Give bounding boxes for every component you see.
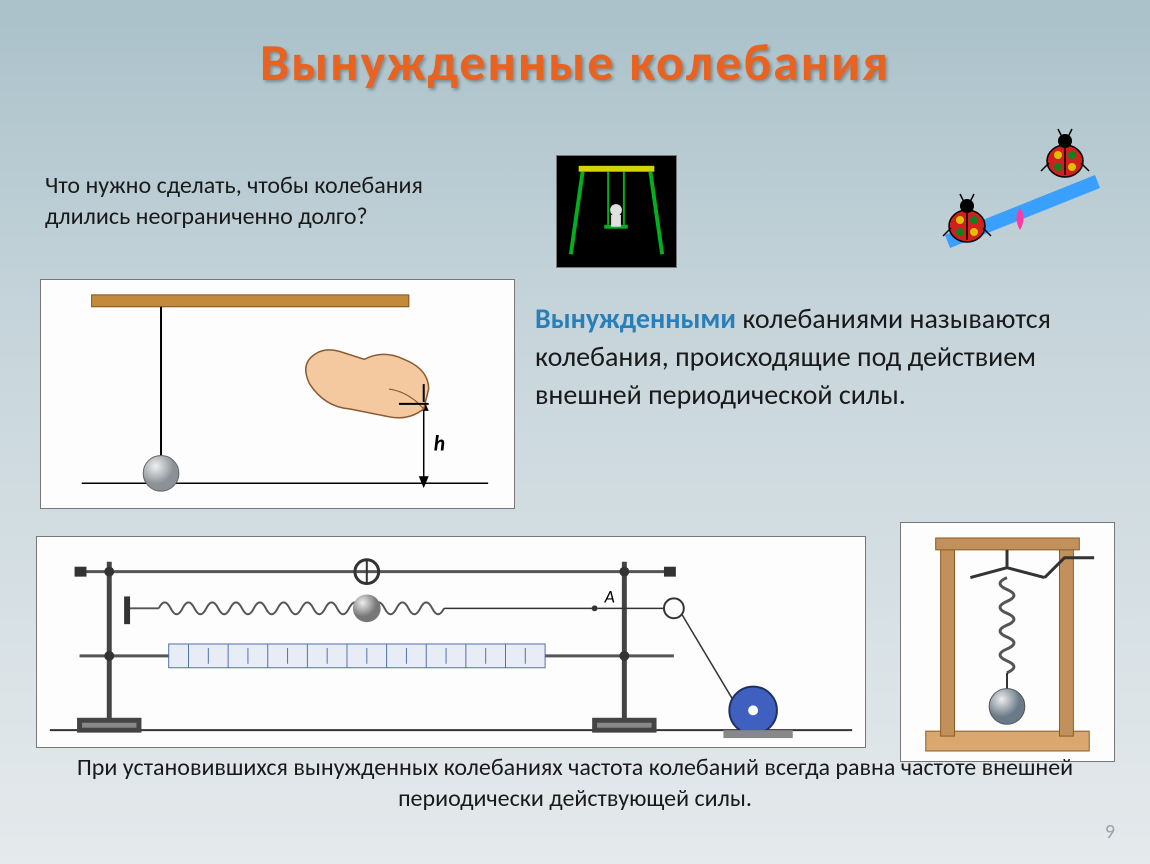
page-title: Вынужденные колебания [0,0,1150,94]
h-label: h [434,430,446,457]
vertical-spring-frame [900,522,1115,762]
pendulum-hand-diagram: h [40,279,515,509]
question-text: Что нужно сделать, чтобы колебания длили… [45,170,505,232]
label-a: A [604,585,615,607]
footer-text: При установившихся вынужденных колебания… [0,752,1150,814]
definition-text: Вынужденными колебаниями называются коле… [535,300,1095,413]
swing-diagram [556,155,677,268]
horizontal-spring-apparatus: A [36,536,866,748]
seesaw-diagram [925,120,1115,270]
definition-keyword: Вынужденными [535,301,736,336]
page-number: 9 [1105,820,1115,844]
